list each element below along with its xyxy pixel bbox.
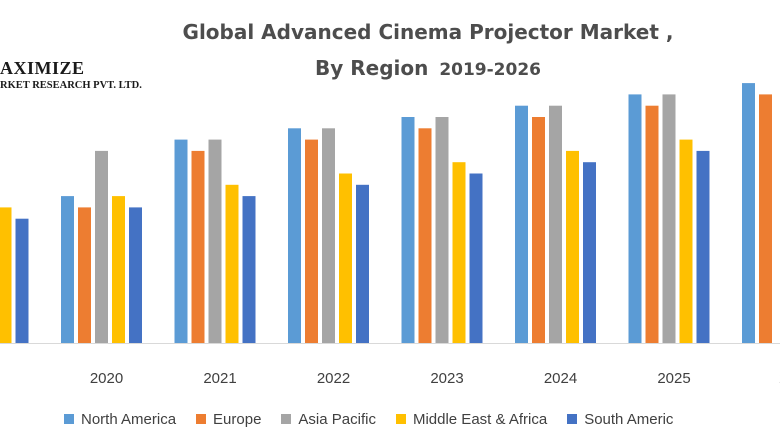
bar-europe-2026 [759,94,772,344]
bar-north-america-2022 [288,128,301,343]
legend-label: North America [81,410,177,428]
bar-north-america-2026 [742,83,755,343]
bar-south-america-2025 [696,150,710,343]
chart-title-region: By Region [314,56,429,80]
bar-south-america-2022 [356,184,369,343]
x-tick-label-2022: 2022 [317,370,350,387]
x-tick-label-2023: 2023 [430,370,463,387]
legend-label: South Americ [584,410,674,428]
bar-asia-pacific-2023 [435,117,449,343]
bar-europe-2022 [305,139,318,343]
logo-name: AXIMIZE [0,58,85,78]
legend-swatch [196,414,207,424]
x-tick-label-2020: 2020 [90,370,123,387]
bar-middle-east-africa-2024 [566,150,579,343]
bar-asia-pacific-2024 [549,105,562,343]
legend-item-middle-east-africa: Middle East & Africa [395,410,548,428]
bar-south-america-2021 [242,196,256,343]
bar-north-america-2024 [515,105,528,343]
bar-south-america-2019 [15,218,29,343]
bar-north-america-2025 [628,94,642,344]
x-tick-label-2025: 2025 [657,370,690,387]
bar-middle-east-africa-2020 [112,196,125,343]
bar-north-america-2023 [401,117,415,343]
chart-legend: North America Europe Asia Pacific Middle Ea… [64,410,693,428]
bar-europe-2021 [191,150,205,343]
legend-item-asia-pacific: Asia Pacific [281,411,376,428]
bar-south-america-2023 [469,173,483,343]
bar-middle-east-africa-2022 [339,173,352,343]
bar-asia-pacific-2022 [322,128,335,343]
bar-europe-2023 [418,128,432,343]
legend-swatch [567,414,578,424]
legend-label: Asia Pacific [298,410,376,428]
bar-middle-east-africa-2021 [225,184,239,343]
legend-swatch [281,414,292,424]
bar-asia-pacific-2025 [662,94,676,344]
bar-north-america-2020 [61,196,74,343]
bar-europe-2025 [645,105,659,343]
bar-asia-pacific-2021 [208,139,222,343]
legend-label: Europe [213,410,262,428]
bar-asia-pacific-2020 [95,150,108,343]
bar-europe-2024 [532,117,545,343]
chart-title-line1: Global Advanced Cinema Projector Market … [182,20,674,44]
chart-title-line2: By Region 2019-2026 [0,56,780,80]
bar-south-america-2020 [129,207,142,343]
legend-swatch [395,414,406,424]
bar-middle-east-africa-2019 [0,207,12,343]
bar-north-america-2021 [174,139,188,343]
bar-south-america-2024 [583,162,596,343]
legend-item-north-america: North America [64,411,176,428]
bar-middle-east-africa-2023 [452,162,466,343]
bar-europe-2020 [78,207,91,343]
x-tick-label-2024: 2024 [544,370,577,387]
legend-item-europe: Europe [196,411,261,428]
bar-middle-east-africa-2025 [679,139,693,343]
x-tick-label-2021: 2021 [203,370,236,387]
legend-swatch [64,414,74,424]
legend-label: Middle East & Africa [412,410,548,428]
legend-item-south-america: South Americ [567,411,673,428]
logo-subtitle: RKET RESEARCH PVT. LTD. [0,80,142,91]
chart-title-years: 2019-2026 [439,60,541,80]
